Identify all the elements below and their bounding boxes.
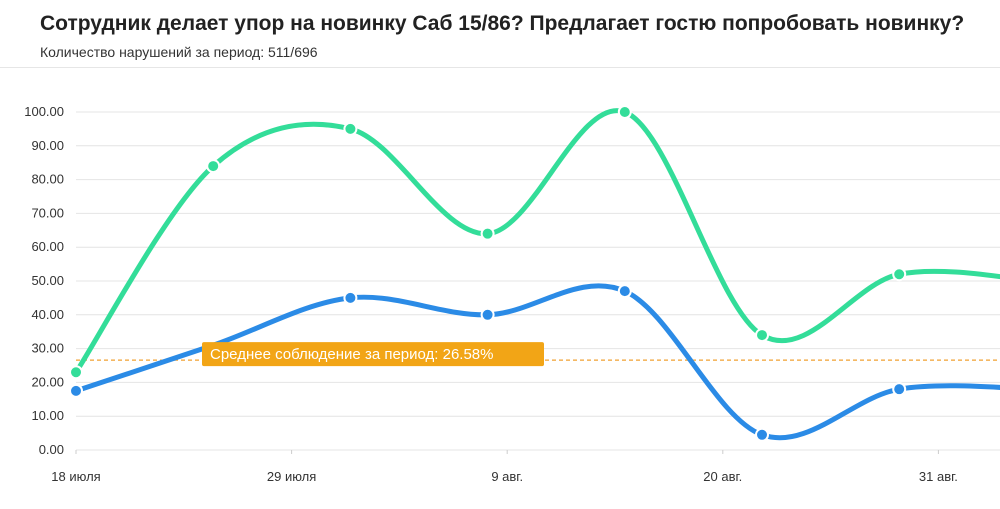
y-tick-label: 20.00	[31, 374, 64, 389]
x-tick-label: 29 июля	[267, 469, 316, 484]
data-point	[480, 307, 495, 322]
data-point	[755, 328, 769, 343]
data-point	[892, 267, 907, 282]
y-tick-label: 30.00	[31, 341, 64, 356]
data-point	[617, 105, 632, 119]
y-tick-label: 50.00	[31, 273, 64, 288]
y-tick-label: 60.00	[31, 239, 64, 254]
y-tick-label: 0.00	[39, 442, 64, 457]
header-divider	[0, 67, 1000, 68]
x-tick-label: 31 авг.	[919, 469, 958, 484]
average-label: Среднее соблюдение за период: 26.58%	[210, 346, 494, 363]
average-badge	[202, 342, 544, 367]
x-tick-label: 9 авг.	[491, 469, 523, 484]
y-tick-label: 90.00	[31, 138, 64, 153]
data-point	[755, 427, 769, 442]
data-point	[480, 226, 495, 241]
y-tick-label: 70.00	[31, 205, 64, 220]
x-tick-label: 18 июля	[51, 469, 100, 484]
data-point	[69, 365, 83, 380]
data-point	[343, 121, 358, 136]
x-tick-label: 20 авг.	[703, 469, 742, 484]
series-line	[73, 108, 1000, 375]
data-point	[206, 159, 221, 174]
data-point	[343, 290, 358, 305]
y-tick-label: 40.00	[31, 307, 64, 322]
y-tick-label: 100.00	[24, 104, 64, 119]
y-tick-label: 10.00	[31, 408, 64, 423]
chart-subtitle: Количество нарушений за период: 511/696	[40, 44, 318, 60]
data-point	[892, 382, 907, 397]
data-point	[617, 284, 632, 299]
data-point	[69, 383, 83, 398]
series-line	[73, 283, 1000, 441]
chart-title: Сотрудник делает упор на новинку Саб 15/…	[40, 12, 965, 35]
y-tick-label: 80.00	[31, 172, 64, 187]
